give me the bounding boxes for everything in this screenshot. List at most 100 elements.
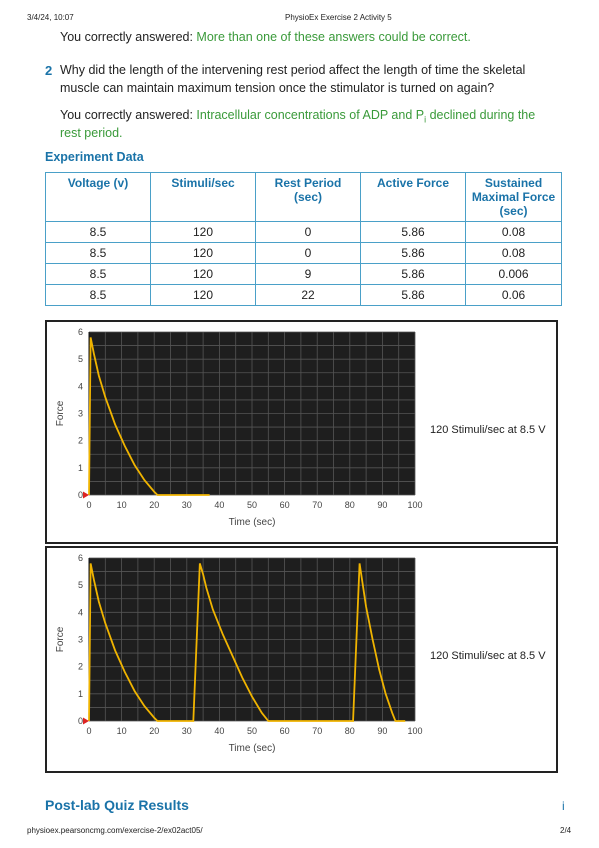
table-row: 8.5 120 0 5.86 0.08 <box>45 221 562 243</box>
x-tick-label: 20 <box>149 726 159 736</box>
table-cell: 5.86 <box>360 284 466 306</box>
zero-marker-icon <box>83 491 89 499</box>
footer-url: physioex.pearsoncmg.com/exercise-2/ex02a… <box>27 826 203 835</box>
x-tick-label: 0 <box>86 500 91 510</box>
y-tick-label: 2 <box>78 436 83 446</box>
col-header-rest-period: Rest Period (sec) <box>255 172 361 222</box>
y-tick-label: 1 <box>78 463 83 473</box>
table-cell: 8.5 <box>45 263 151 285</box>
footer-page-number: 2/4 <box>560 826 572 835</box>
print-title: PhysioEx Exercise 2 Activity 5 <box>285 13 392 22</box>
post-lab-quiz-title: Post-lab Quiz Results <box>45 797 189 813</box>
table-row: 8.5 120 22 5.86 0.06 <box>45 284 562 306</box>
table-cell: 0.08 <box>465 221 562 243</box>
q2-answer-subscript: i <box>424 114 427 125</box>
table-cell: 0.06 <box>465 284 562 306</box>
x-tick-label: 20 <box>149 500 159 510</box>
table-cell: 22 <box>255 284 361 306</box>
q1-answer-text: More than one of these answers could be … <box>196 30 471 44</box>
experiment-data-table: Voltage (v) Stimuli/sec Rest Period (sec… <box>45 172 562 306</box>
table-row: 8.5 120 9 5.86 0.006 <box>45 263 562 285</box>
info-mark: i <box>562 799 565 813</box>
y-tick-label: 1 <box>78 689 83 699</box>
q2-answer-text: Intracellular concentrations of ADP and … <box>196 108 536 125</box>
force-series-line <box>88 337 210 496</box>
col-header-sustained-force: Sustained Maximal Force (sec) <box>465 172 562 222</box>
y-tick-label: 4 <box>78 381 83 391</box>
q1-answer: You correctly answered: More than one of… <box>60 29 471 46</box>
question-line-2: muscle can maintain maximum tension once… <box>60 81 495 95</box>
table-cell: 8.5 <box>45 221 151 243</box>
q2-answer-prefix: You correctly answered: <box>60 108 197 122</box>
zero-marker-icon <box>83 717 89 725</box>
q2-answer-part1: Intracellular concentrations of ADP and … <box>196 108 425 122</box>
question-number: 2 <box>45 63 53 78</box>
y-tick-label: 2 <box>78 662 83 672</box>
y-tick-label: 0 <box>78 716 83 726</box>
y-axis-label: Force <box>55 626 66 652</box>
table-cell: 5.86 <box>360 263 466 285</box>
y-tick-label: 5 <box>78 354 83 364</box>
experiment-data-title: Experiment Data <box>45 150 144 164</box>
q2-answer-part2: declined during the <box>426 108 536 122</box>
y-tick-label: 0 <box>78 490 83 500</box>
q2-answer-line-2: rest period. <box>60 126 123 140</box>
x-tick-label: 10 <box>117 726 127 736</box>
x-axis-label: Time (sec) <box>229 743 276 754</box>
y-axis-label: Force <box>55 400 66 426</box>
col-header-voltage: Voltage (v) <box>45 172 151 222</box>
y-tick-label: 3 <box>78 635 83 645</box>
question-line-1: Why did the length of the intervening re… <box>60 63 526 77</box>
force-chart-2: 0 10 20 30 40 50 60 70 80 90 100 0 1 2 3 4 5 6 Time (sec) F… <box>55 553 423 754</box>
x-tick-label: 100 <box>407 500 422 510</box>
x-tick-label: 30 <box>182 500 192 510</box>
graph-2-label: 120 Stimuli/sec at 8.5 V <box>430 650 546 662</box>
table-cell: 0.006 <box>465 263 562 285</box>
table-cell: 0 <box>255 242 361 264</box>
table-cell: 5.86 <box>360 221 466 243</box>
x-tick-label: 70 <box>312 500 322 510</box>
x-tick-label: 50 <box>247 500 257 510</box>
y-tick-label: 4 <box>78 607 83 617</box>
table-cell: 120 <box>150 263 256 285</box>
col-header-active-force: Active Force <box>360 172 466 222</box>
force-graph-1: 0 10 20 30 40 50 60 70 80 90 100 0 1 2 3 4 5 6 Time (sec) F… <box>45 320 558 544</box>
table-cell: 5.86 <box>360 242 466 264</box>
x-tick-label: 40 <box>214 726 224 736</box>
force-graph-2: 0 10 20 30 40 50 60 70 80 90 100 0 1 2 3 4 5 6 Time (sec) F… <box>45 546 558 773</box>
x-tick-label: 90 <box>377 500 387 510</box>
force-series-line <box>88 563 406 722</box>
table-cell: 120 <box>150 242 256 264</box>
x-tick-label: 50 <box>247 726 257 736</box>
force-chart-1: 0 10 20 30 40 50 60 70 80 90 100 0 1 2 3 4 5 6 Time (sec) F… <box>55 327 423 528</box>
x-tick-label: 100 <box>407 726 422 736</box>
y-tick-label: 6 <box>78 553 83 563</box>
table-cell: 0.08 <box>465 242 562 264</box>
table-cell: 8.5 <box>45 242 151 264</box>
y-tick-label: 6 <box>78 327 83 337</box>
print-date: 3/4/24, 10:07 <box>27 13 74 22</box>
table-row: 8.5 120 0 5.86 0.08 <box>45 242 562 264</box>
table-cell: 120 <box>150 284 256 306</box>
x-tick-label: 0 <box>86 726 91 736</box>
q2-answer-line-1: You correctly answered: Intracellular co… <box>60 107 535 129</box>
table-cell: 8.5 <box>45 284 151 306</box>
x-axis-label: Time (sec) <box>229 517 276 528</box>
q1-answer-prefix: You correctly answered: <box>60 30 197 44</box>
x-tick-label: 60 <box>280 726 290 736</box>
x-tick-label: 80 <box>345 726 355 736</box>
col-header-stimuli: Stimuli/sec <box>150 172 256 222</box>
y-tick-label: 5 <box>78 580 83 590</box>
x-tick-label: 30 <box>182 726 192 736</box>
x-tick-label: 80 <box>345 500 355 510</box>
x-tick-label: 90 <box>377 726 387 736</box>
table-cell: 9 <box>255 263 361 285</box>
x-tick-label: 10 <box>117 500 127 510</box>
graph-1-label: 120 Stimuli/sec at 8.5 V <box>430 424 546 436</box>
y-tick-label: 3 <box>78 409 83 419</box>
x-tick-label: 60 <box>280 500 290 510</box>
table-cell: 120 <box>150 221 256 243</box>
table-cell: 0 <box>255 221 361 243</box>
x-tick-label: 40 <box>214 500 224 510</box>
x-tick-label: 70 <box>312 726 322 736</box>
